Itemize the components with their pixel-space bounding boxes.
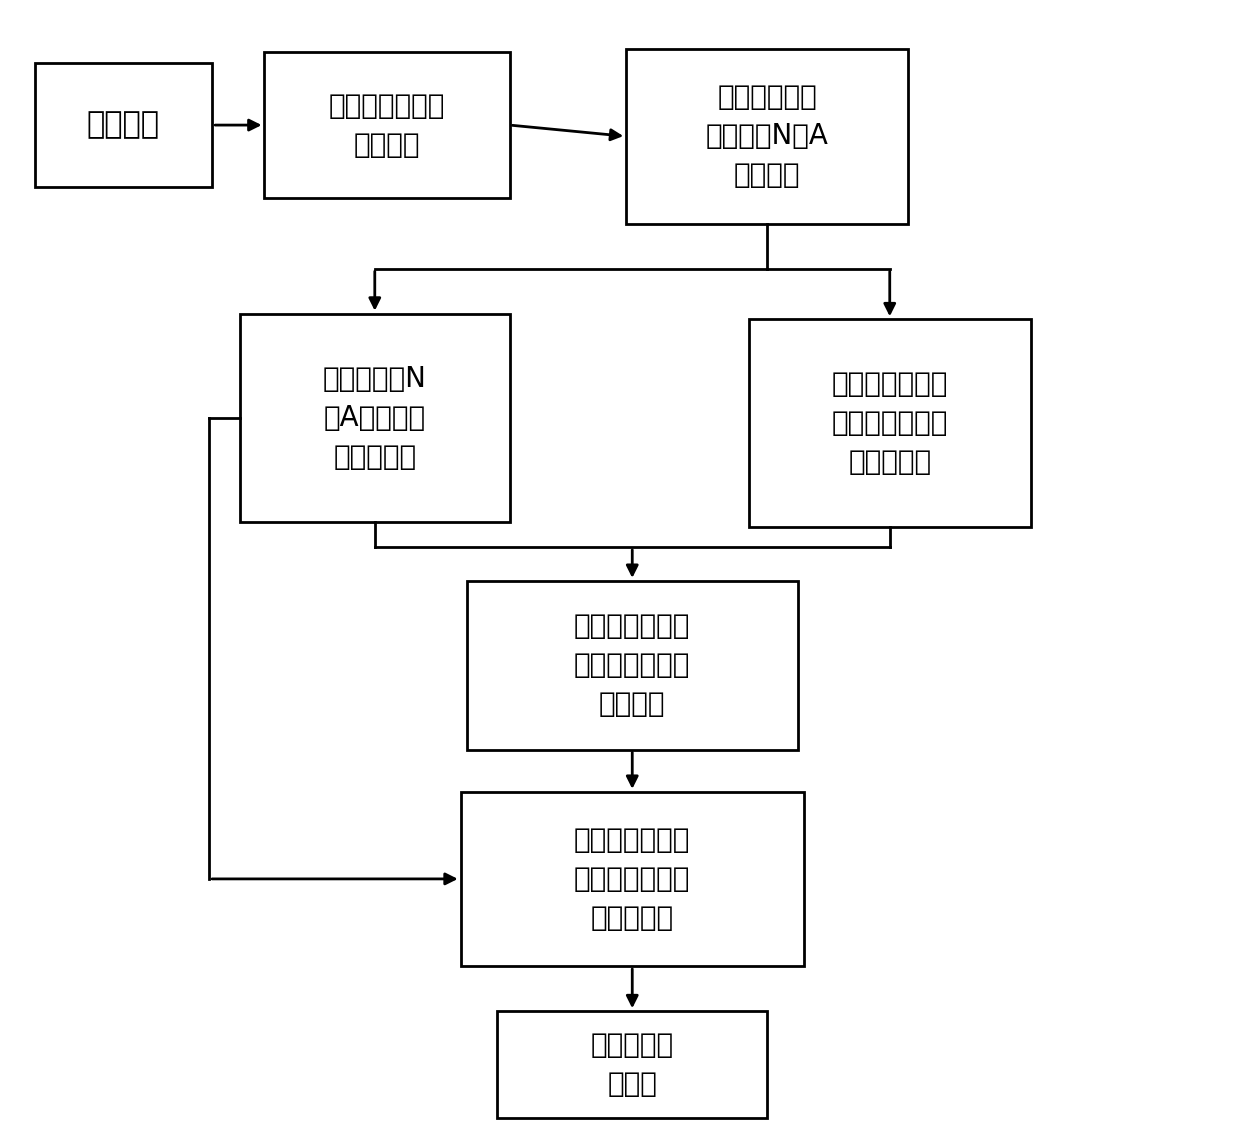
FancyBboxPatch shape bbox=[239, 313, 510, 522]
FancyBboxPatch shape bbox=[497, 1011, 768, 1118]
FancyBboxPatch shape bbox=[466, 581, 797, 749]
FancyBboxPatch shape bbox=[35, 63, 212, 187]
FancyBboxPatch shape bbox=[749, 319, 1030, 527]
Text: 待测试块: 待测试块 bbox=[87, 110, 160, 140]
FancyBboxPatch shape bbox=[460, 792, 804, 966]
FancyBboxPatch shape bbox=[264, 52, 510, 198]
Text: 拟合实测曲线与
超声背散射理论
模型曲线: 拟合实测曲线与 超声背散射理论 模型曲线 bbox=[574, 612, 691, 718]
Text: 模型的验证
与应用: 模型的验证 与应用 bbox=[590, 1031, 673, 1098]
Text: 金相法获取晶粒
平均尺寸: 金相法获取晶粒 平均尺寸 bbox=[329, 91, 445, 158]
FancyBboxPatch shape bbox=[626, 49, 908, 223]
Text: 水浸超声系统
扫查获取N组A
扫描信号: 水浸超声系统 扫查获取N组A 扫描信号 bbox=[706, 83, 828, 189]
Text: 迭代法求解材料
空间函数提取晶
粒平均尺寸: 迭代法求解材料 空间函数提取晶 粒平均尺寸 bbox=[574, 826, 691, 932]
Text: 计算并绘制N
组A扫描信号
的空间方差: 计算并绘制N 组A扫描信号 的空间方差 bbox=[322, 364, 427, 470]
Text: 推导与实验设置
一致的超声背散
射理论模型: 推导与实验设置 一致的超声背散 射理论模型 bbox=[832, 370, 947, 476]
